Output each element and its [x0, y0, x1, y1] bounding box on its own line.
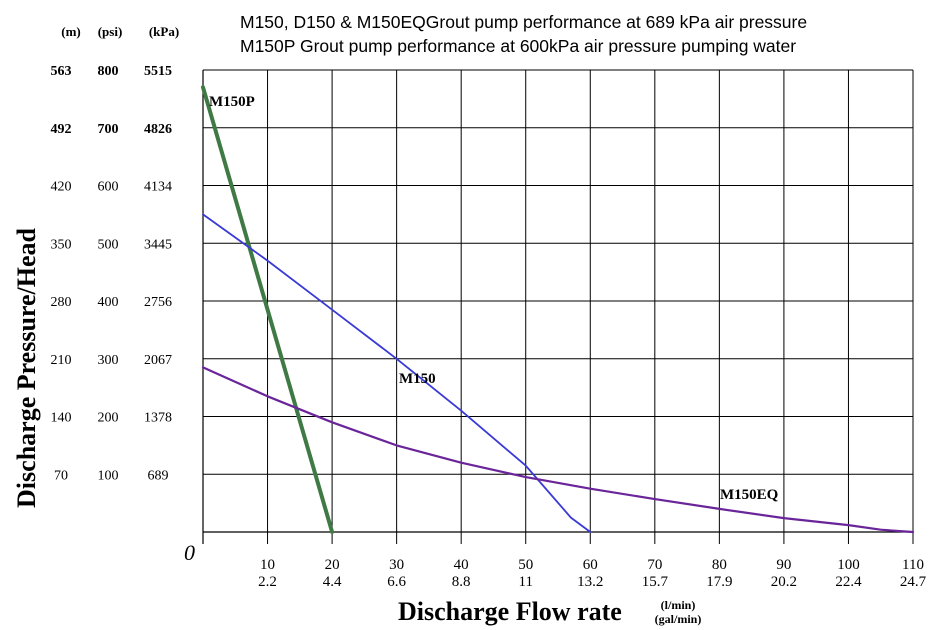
y-tick-label-kpa: 2067 [144, 353, 172, 368]
x-tick-label-lpm: 110 [902, 557, 924, 573]
chart-title-line-2: M150P Grout pump performance at 600kPa a… [240, 36, 796, 56]
y-tick-label-m: 420 [51, 180, 72, 195]
x-tick-label-gpm: 22.4 [835, 574, 862, 590]
y-tick-label-psi: 400 [98, 295, 119, 310]
y-tick-label-kpa: 4134 [144, 180, 172, 195]
x-tick-label-gpm: 15.7 [642, 574, 669, 590]
x-tick-label-lpm: 70 [647, 557, 662, 573]
y-tick-label-psi: 700 [98, 122, 119, 137]
x-tick-label-lpm: 60 [583, 557, 598, 573]
y-tick-label-psi: 800 [98, 64, 119, 79]
y-tick-label-m: 563 [51, 64, 72, 79]
y-tick-label-kpa: 2756 [144, 295, 172, 310]
y-tick-label-m: 210 [51, 353, 72, 368]
y-tick-label-kpa: 689 [148, 468, 169, 483]
y-tick-label-m: 140 [51, 411, 72, 426]
series-line-m150eq [201, 366, 915, 534]
series-label-m150eq: M150EQ [720, 487, 779, 503]
series-label-m150p: M150P [209, 94, 255, 110]
grid-lines [202, 69, 914, 544]
origin-label: 0 [184, 540, 195, 565]
series-lines [201, 85, 915, 534]
y-unit-header-kpa: (kPa) [149, 24, 179, 39]
x-tick-label-gpm: 2.2 [258, 574, 277, 590]
x-axis-unit-lpm: (l/min) [661, 598, 696, 612]
y-tick-label-kpa: 5515 [144, 64, 172, 79]
x-tick-label-gpm: 13.2 [577, 574, 603, 590]
x-tick-label-gpm: 11 [519, 574, 533, 590]
y-tick-label-psi: 500 [98, 237, 119, 252]
series-line-m150 [202, 213, 592, 533]
y-tick-label-kpa: 4826 [144, 122, 172, 137]
x-tick-label-gpm: 24.7 [900, 574, 927, 590]
x-tick-label-gpm: 8.8 [452, 574, 471, 590]
y-tick-label-m: 70 [54, 468, 68, 483]
y-tick-label-m: 492 [51, 122, 72, 137]
x-tick-label-lpm: 30 [389, 557, 404, 573]
x-tick-label-lpm: 40 [454, 557, 469, 573]
x-tick-label-gpm: 4.4 [323, 574, 342, 590]
x-tick-label-gpm: 20.2 [771, 574, 797, 590]
x-axis-unit-gpm: (gal/min) [655, 612, 702, 626]
y-unit-header-psi: (psi) [98, 24, 123, 39]
x-tick-label-lpm: 80 [712, 557, 727, 573]
y-tick-label-m: 280 [51, 295, 72, 310]
series-label-m150: M150 [399, 371, 436, 387]
y-unit-header-m: (m) [61, 24, 81, 39]
y-tick-label-m: 350 [51, 237, 72, 252]
y-tick-label-psi: 300 [98, 353, 119, 368]
x-tick-label-lpm: 20 [325, 557, 340, 573]
x-tick-label-gpm: 17.9 [706, 574, 732, 590]
y-axis-label: Discharge Pressure/Head [12, 227, 41, 507]
series-line-m150p [201, 85, 335, 534]
y-tick-label-psi: 100 [98, 468, 119, 483]
y-tick-label-psi: 200 [98, 411, 119, 426]
x-tick-label-lpm: 100 [837, 557, 860, 573]
x-tick-label-lpm: 50 [518, 557, 533, 573]
y-tick-label-kpa: 1378 [144, 411, 172, 426]
chart-title-line-1: M150, D150 & M150EQGrout pump performanc… [240, 12, 807, 32]
y-tick-label-psi: 600 [98, 180, 119, 195]
x-tick-label-lpm: 10 [260, 557, 275, 573]
y-tick-label-kpa: 3445 [144, 237, 172, 252]
x-axis-label: Discharge Flow rate [398, 597, 622, 626]
y-tick-labels: 70 100 689 140 200 1378 210 300 2067 280 400 2756 35… [51, 64, 173, 483]
x-tick-label-gpm: 6.6 [387, 574, 406, 590]
x-tick-label-lpm: 90 [776, 557, 791, 573]
